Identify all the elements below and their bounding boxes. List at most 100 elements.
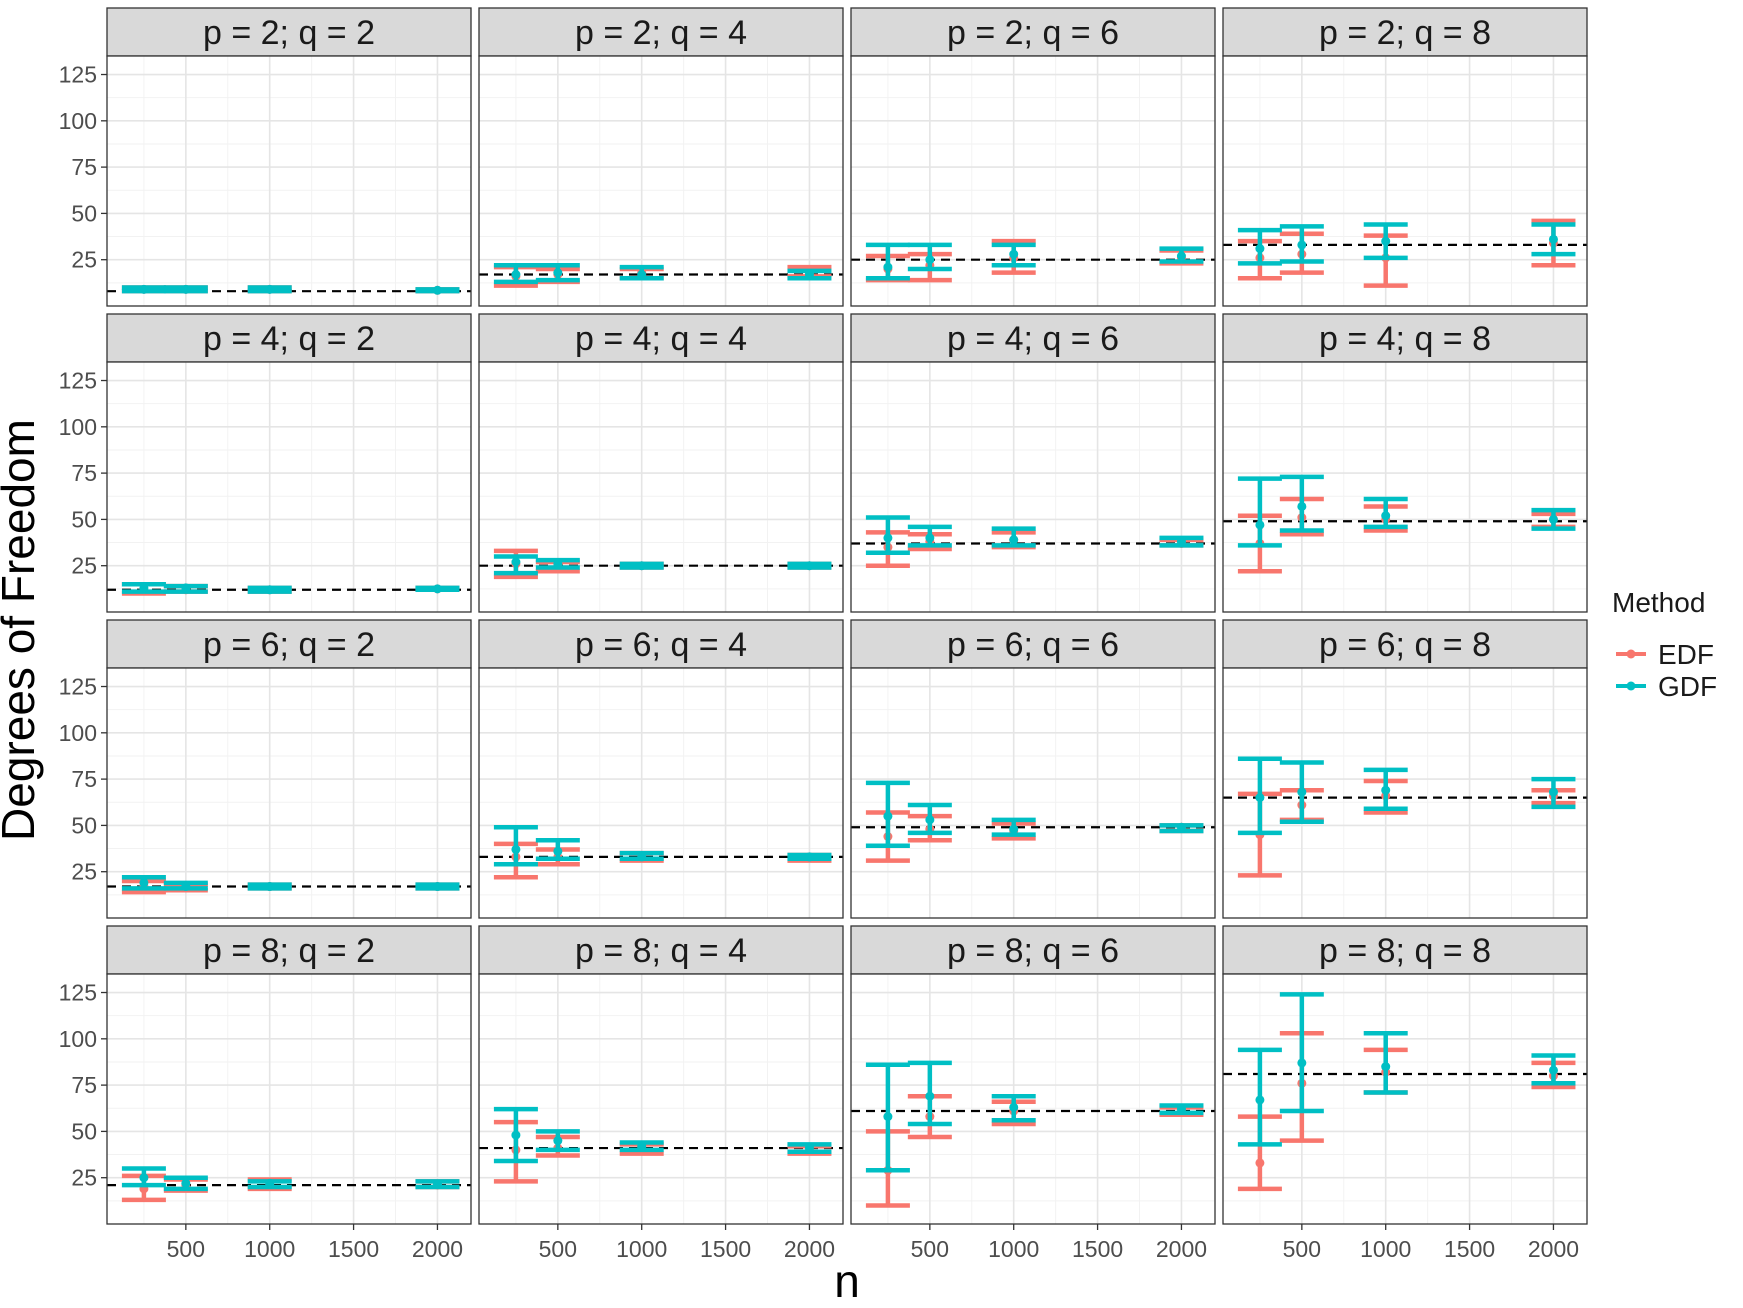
legend-item-edf: EDF	[1616, 639, 1714, 670]
y-tick-label: 50	[71, 200, 97, 226]
errorbar-gdf	[493, 1106, 538, 1164]
errorbar-gdf	[535, 263, 580, 283]
y-tick-label: 100	[59, 720, 97, 746]
errorbar-point	[1297, 240, 1307, 250]
errorbar-point	[181, 583, 191, 593]
errorbar-point	[511, 557, 521, 567]
errorbar-point	[1255, 793, 1265, 803]
errorbar-point	[181, 284, 191, 294]
y-tick-label: 25	[71, 247, 97, 273]
panel-border	[106, 361, 472, 613]
x-tick-label: 2000	[1528, 1236, 1579, 1262]
errorbar-gdf	[1279, 760, 1324, 824]
errorbar-point	[883, 811, 893, 821]
y-tick-label: 125	[59, 980, 97, 1006]
errorbar-point	[883, 533, 893, 543]
errorbar-point	[1381, 511, 1391, 521]
panel: p = 4; q = 4	[478, 313, 844, 613]
errorbar-gdf	[121, 1166, 166, 1188]
errorbar-point	[1548, 1065, 1558, 1075]
x-tick-label: 500	[539, 1236, 577, 1262]
x-tick-label: 1500	[328, 1236, 379, 1262]
errorbar-gdf	[991, 242, 1036, 268]
panel: p = 8; q = 6	[850, 925, 1216, 1225]
errorbar-gdf	[991, 1093, 1036, 1123]
panel: p = 6; q = 8	[1222, 619, 1588, 919]
panel: p = 4; q = 6	[850, 313, 1216, 613]
y-tick-label: 75	[71, 154, 97, 180]
panel-title: p = 6; q = 2	[203, 626, 375, 664]
panel-title: p = 2; q = 4	[575, 14, 747, 52]
errorbar-gdf	[415, 285, 460, 295]
errorbar-point	[1548, 234, 1558, 244]
errorbar-gdf	[1159, 1103, 1204, 1116]
panel-background	[851, 362, 1215, 612]
legend-label-gdf: GDF	[1658, 671, 1717, 702]
errorbar-gdf	[535, 837, 580, 861]
errorbar-gdf	[1159, 246, 1204, 264]
errorbar-point	[265, 882, 275, 892]
errorbar-point	[1255, 1158, 1265, 1168]
panel: p = 2; q = 4	[478, 7, 844, 307]
errorbar-gdf	[121, 875, 166, 891]
panel-title: p = 4; q = 8	[1319, 320, 1491, 358]
errorbar-point	[925, 255, 935, 265]
panel-border	[1222, 361, 1588, 613]
errorbar-point	[432, 584, 442, 594]
panel-border	[850, 55, 1216, 307]
errorbar-point	[925, 1091, 935, 1101]
panel-title: p = 8; q = 2	[203, 932, 375, 970]
legend: Method EDF GDF	[1612, 587, 1717, 702]
errorbar-point	[511, 1130, 521, 1140]
errorbar-point	[804, 852, 814, 862]
errorbar-point	[553, 268, 563, 278]
errorbar-gdf	[1279, 224, 1324, 264]
y-tick-label: 125	[59, 674, 97, 700]
panel-border	[478, 361, 844, 613]
panel-title: p = 8; q = 8	[1319, 932, 1491, 970]
errorbar-gdf	[1159, 535, 1204, 548]
errorbar-point	[804, 270, 814, 280]
errorbar-point	[1009, 1102, 1019, 1112]
panel-background	[107, 362, 471, 612]
errorbar-point	[1176, 251, 1186, 261]
errorbar-gdf	[1531, 1053, 1576, 1086]
panel-title: p = 8; q = 4	[575, 932, 747, 970]
y-axis-title: Degrees of Freedom	[0, 419, 44, 841]
panel-strip	[1222, 925, 1588, 975]
panel-border	[1222, 667, 1588, 919]
panel-border	[478, 973, 844, 1225]
errorbar-gdf	[1531, 507, 1576, 531]
y-tick-label: 100	[59, 108, 97, 134]
errorbar-point	[804, 561, 814, 571]
errorbar-gdf	[163, 583, 208, 594]
errorbar-gdf	[619, 1140, 664, 1153]
errorbar-point	[139, 1173, 149, 1183]
errorbar-gdf	[247, 1178, 292, 1190]
y-tick-label: 25	[71, 859, 97, 885]
panel: p = 6; q = 2	[106, 619, 472, 919]
errorbar-point	[553, 846, 563, 856]
panel-background	[479, 668, 843, 918]
x-tick-label: 1000	[244, 1236, 295, 1262]
y-tick-label: 125	[59, 368, 97, 394]
panel-background	[851, 56, 1215, 306]
panel-title: p = 6; q = 8	[1319, 626, 1491, 664]
panel-strip	[106, 313, 472, 363]
errorbar-gdf	[1363, 767, 1408, 811]
errorbar-point	[1176, 822, 1186, 832]
x-axis-title: n	[834, 1255, 860, 1307]
panels-layer: p = 2; q = 2 p = 2; q = 4 p = 2; q = 6 p = …	[106, 7, 1588, 1225]
y-tick-label: 75	[71, 460, 97, 486]
errorbar-gdf	[535, 557, 580, 570]
y-tick-label: 50	[71, 506, 97, 532]
panel-strip	[106, 7, 472, 57]
panel-border	[106, 973, 472, 1225]
errorbar-gdf	[1531, 776, 1576, 810]
errorbar-point	[925, 815, 935, 825]
errorbar-point	[432, 882, 442, 892]
panel-background	[1223, 362, 1587, 612]
errorbar-gdf	[493, 263, 538, 285]
panel-title: p = 6; q = 4	[575, 626, 747, 664]
panel: p = 6; q = 6	[850, 619, 1216, 919]
